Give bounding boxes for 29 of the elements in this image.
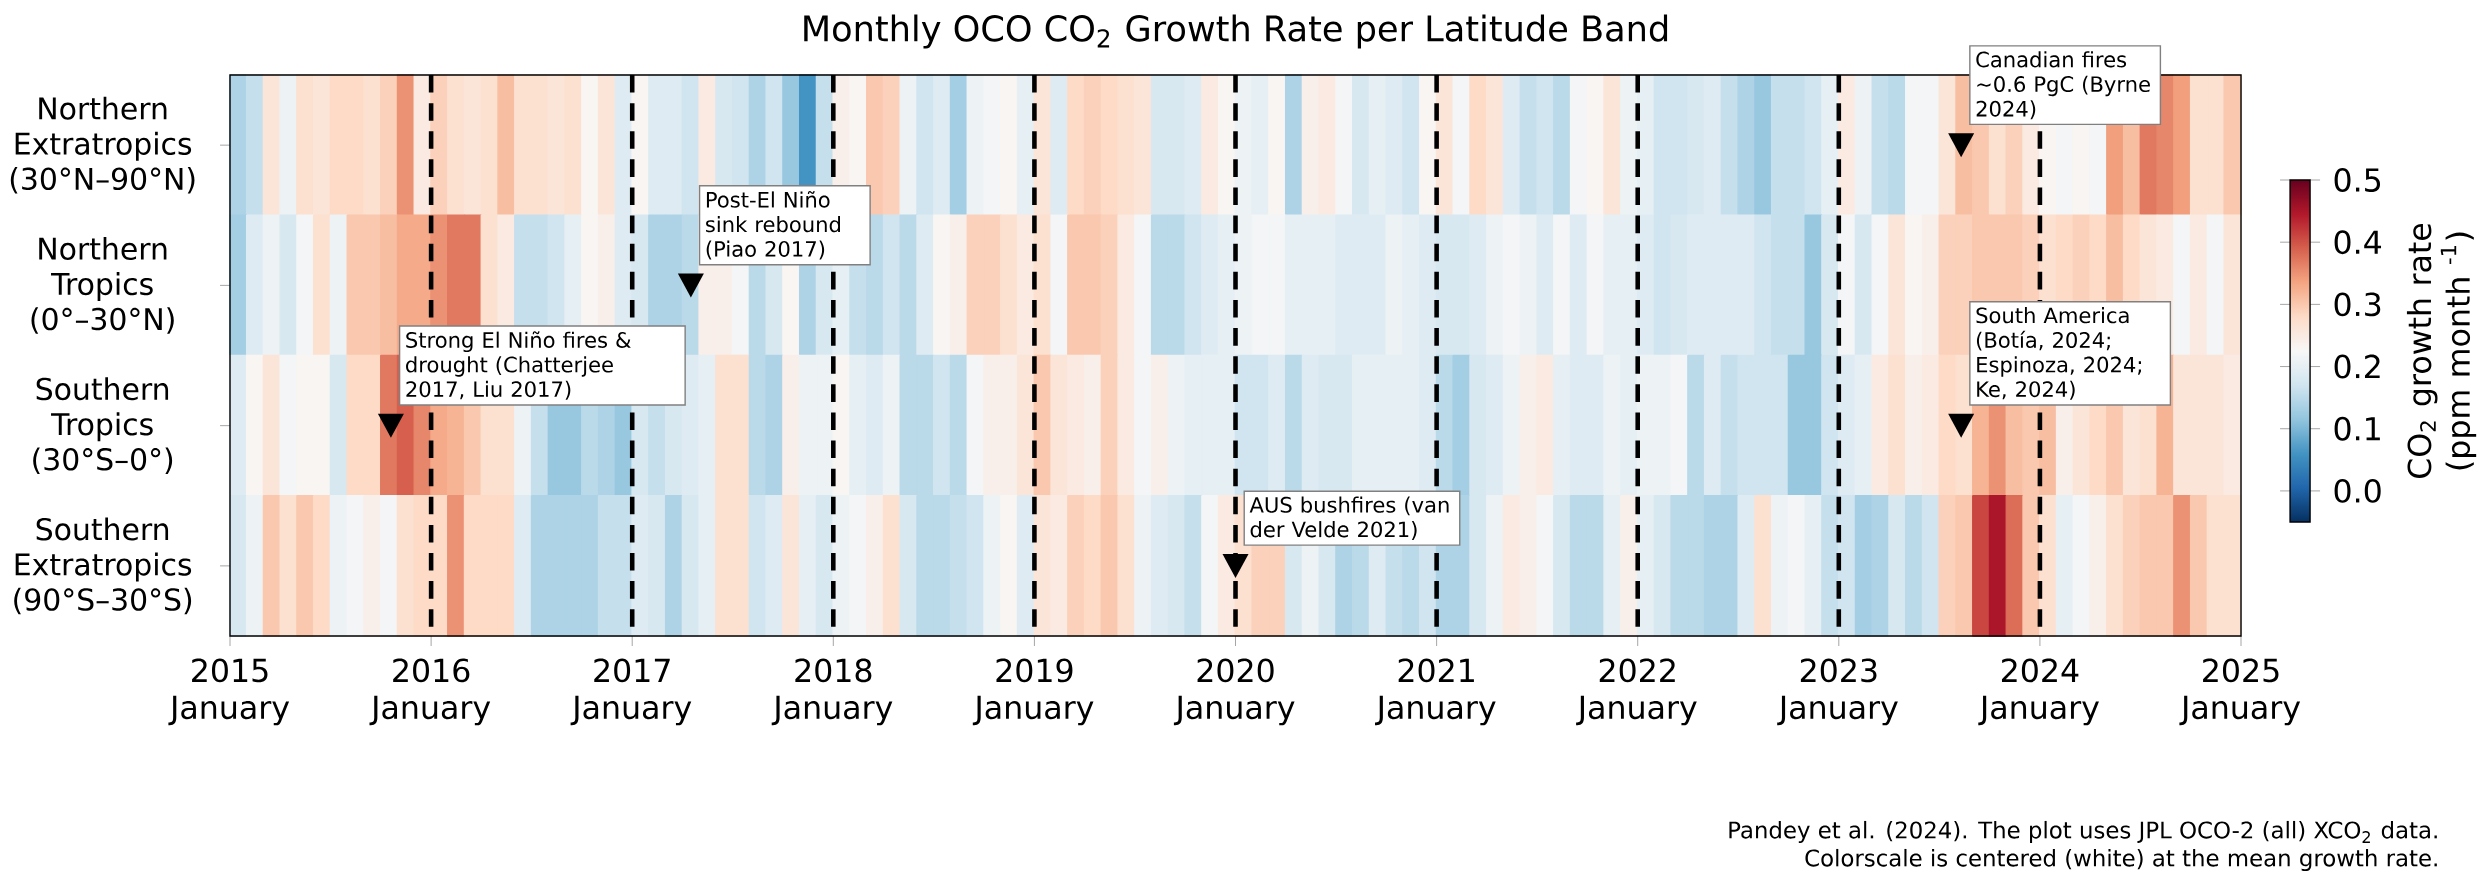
color-bar-label: 0.0 [2334,478,2381,503]
y-tick-label: Northern Extratropics (30°N–90°N) [10,96,195,194]
x-tick-label: 2021 January [1375,658,1496,726]
color-bar-label: 0.1 [2334,416,2380,441]
x-tick-label: 2016 January [369,658,491,726]
annotation: Post-El Niño sink rebound (Piao 2017) [706,190,840,260]
annotation: Strong El Niño fires & drought (Chatterjee 2017, Liu 2017) [406,331,631,400]
x-tick-label: 2023 January [1777,658,1898,726]
color-bar-label: 0.4 [2334,230,2382,255]
y-tick-label: Southern Tropics (30°S–0°) [33,377,173,475]
x-tick-label: 2018 January [771,658,893,726]
x-tick-label: 2022 January [1576,658,1697,726]
annotation: South America (Botía, 2024; Espinoza, 2024; Ke, 2024) [1976,307,2141,400]
y-tick-label: Southern Extratropics (90°S–30°S) [14,517,192,615]
annotation: AUS bushfires (van der Velde 2021) [1249,496,1449,540]
x-tick-label: 2017 January [570,658,692,726]
y-tick-label: Northern Tropics (0°–30°N) [31,236,174,334]
x-tick-label: 2015 January [168,658,290,726]
color-bar-label: 0.5 [2334,168,2381,192]
x-tick-label: 2024 January [1978,658,2099,726]
color-bar-label: 0.2 [2334,354,2380,379]
text: Pandey et al. (2024). The plot uses JPL OCO-2 (all) XCO$_{2}$ data. [1729,820,2437,844]
x-tick-label: 2020 January [1173,658,1295,726]
chart-title: Monthly OCO CO$_{2}$ Growth Rate per Latitude Band [804,14,1668,49]
x-tick-label: 2025 January [2179,658,2301,726]
color-bar-label: 0.3 [2334,292,2381,317]
text: Colorscale is centered (white) at the mean growth rate. [1805,848,2437,872]
x-tick-label: 2019 January [972,658,1094,726]
annotation: Canadian fires ~0.6 PgC (Byrne 2024) [1976,51,2150,120]
